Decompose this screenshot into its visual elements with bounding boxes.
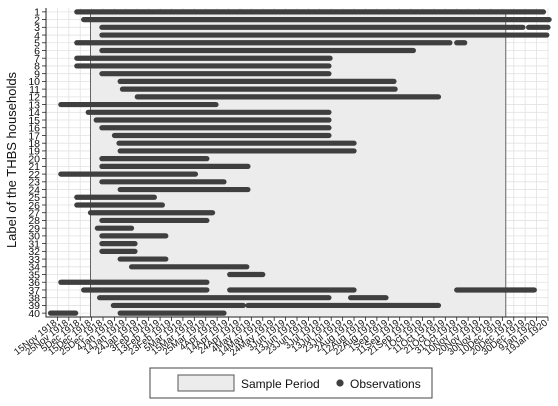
y-tick-label: 19 <box>28 146 40 158</box>
y-tick-label: 22 <box>28 169 40 181</box>
legend: Sample Period Observations <box>149 367 433 399</box>
y-tick-label: 24 <box>28 184 40 196</box>
legend-observations-marker <box>336 379 344 387</box>
y-tick-label: 18 <box>28 138 40 150</box>
y-tick-label: 11 <box>29 84 40 96</box>
legend-sample-swatch <box>177 374 235 392</box>
y-tick-label: 20 <box>28 153 40 165</box>
y-tick-label: 35 <box>28 269 40 281</box>
y-tick-label: 40 <box>28 308 40 320</box>
legend-observations-label: Observations <box>350 377 421 391</box>
y-tick-label: 5 <box>34 38 40 50</box>
y-tick-label: 26 <box>28 200 40 212</box>
y-tick-label: 13 <box>28 99 40 111</box>
y-tick-label: 6 <box>34 45 40 57</box>
y-tick-label: 39 <box>28 300 40 312</box>
y-tick-label: 9 <box>34 68 40 80</box>
y-tick-label: 17 <box>28 130 40 142</box>
y-tick-label: 29 <box>28 223 40 235</box>
y-tick-label: 10 <box>28 76 40 88</box>
legend-sample-label: Sample Period <box>241 377 320 391</box>
y-tick-label: 21 <box>28 161 40 173</box>
y-tick-label: 28 <box>28 215 40 227</box>
y-tick-labels: 1234567891011121314151617181920212223242… <box>28 7 46 320</box>
y-tick-label: 34 <box>28 262 40 274</box>
y-tick-label: 31 <box>28 238 40 250</box>
y-tick-label: 32 <box>28 246 40 258</box>
y-tick-label: 27 <box>28 208 40 220</box>
y-tick-label: 38 <box>28 292 40 304</box>
y-tick-label: 36 <box>28 277 40 289</box>
y-tick-label: 23 <box>28 177 40 189</box>
y-tick-label: 15 <box>28 115 40 127</box>
y-axis-label: Label of the THBS households <box>4 71 19 248</box>
y-tick-label: 4 <box>34 30 40 42</box>
y-tick-label: 2 <box>34 14 40 26</box>
y-tick-label: 25 <box>28 192 40 204</box>
y-tick-label: 12 <box>28 92 40 104</box>
bars-layer <box>47 9 552 316</box>
y-tick-label: 1 <box>34 7 40 19</box>
y-tick-label: 16 <box>28 123 40 135</box>
y-tick-label: 33 <box>28 254 40 266</box>
y-tick-label: 37 <box>28 285 40 297</box>
y-tick-label: 3 <box>34 22 40 34</box>
y-tick-label: 14 <box>28 107 40 119</box>
y-tick-label: 30 <box>28 231 40 243</box>
y-tick-label: 7 <box>34 53 40 65</box>
y-tick-label: 8 <box>34 61 40 73</box>
